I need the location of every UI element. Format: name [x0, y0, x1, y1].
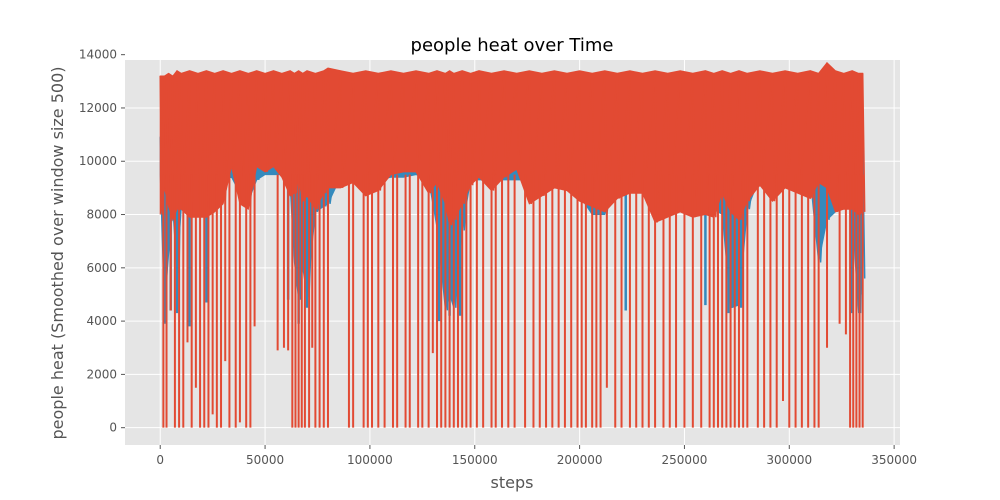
series-layer	[159, 61, 866, 428]
x-tick-label: 50000	[246, 453, 284, 467]
y-tick-label: 6000	[86, 261, 117, 275]
y-axis-ticks: 0 2000 4000 6000 8000 10000 12000 14000	[79, 48, 125, 435]
y-axis-label: people heat (Smoothed over window size 5…	[48, 67, 67, 440]
series-red-line	[159, 62, 866, 226]
x-tick-label: 100000	[347, 453, 393, 467]
plot-area	[159, 61, 866, 428]
x-tick-label: 200000	[557, 453, 603, 467]
y-tick-label: 2000	[86, 367, 117, 381]
x-tick-label: 0	[156, 453, 164, 467]
y-tick-label: 0	[109, 421, 117, 435]
y-tick-label: 8000	[86, 208, 117, 222]
chart-title: people heat over Time	[411, 35, 614, 56]
y-tick-label: 14000	[79, 48, 117, 62]
x-tick-label: 350000	[871, 453, 917, 467]
x-tick-label: 150000	[452, 453, 498, 467]
y-tick-label: 12000	[79, 101, 117, 115]
y-tick-label: 4000	[86, 314, 117, 328]
x-tick-label: 300000	[766, 453, 812, 467]
series-red	[159, 61, 866, 428]
x-tick-label: 250000	[662, 453, 708, 467]
y-tick-label: 10000	[79, 154, 117, 168]
x-axis-ticks: 0 50000 100000 150000 200000 250000 300000 3500…	[156, 445, 917, 467]
x-axis-label: steps	[491, 473, 534, 492]
